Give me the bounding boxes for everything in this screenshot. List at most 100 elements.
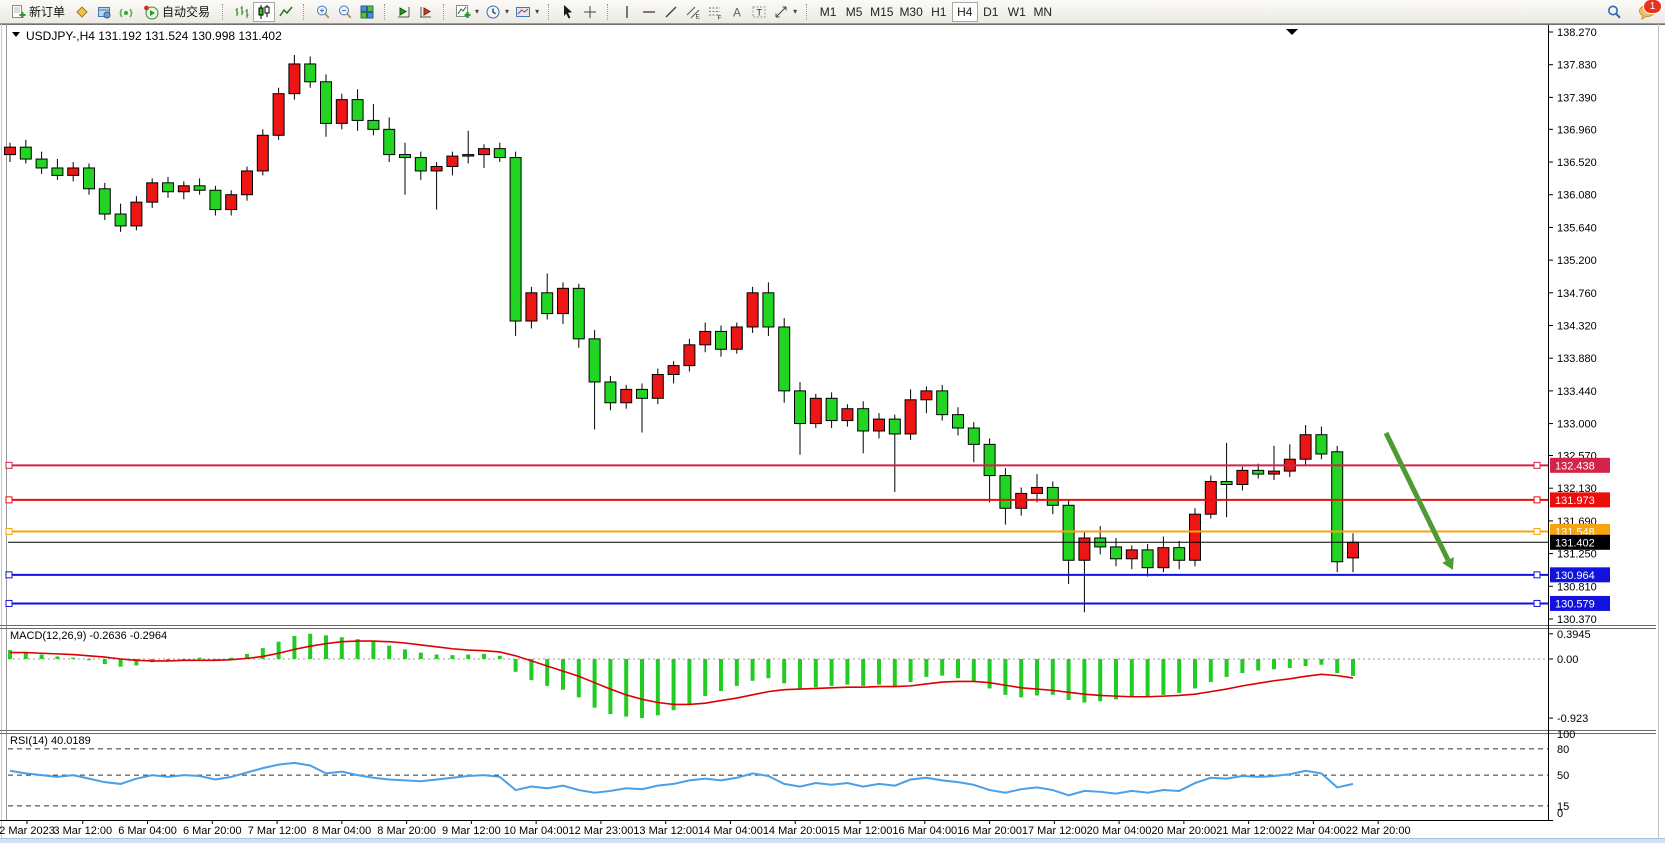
- bar-chart-button[interactable]: [231, 2, 253, 22]
- macd-histogram-bar: [576, 659, 581, 698]
- line-chart-button[interactable]: [275, 2, 297, 22]
- macd-histogram-bar: [1272, 659, 1276, 670]
- timeframe-m1-button[interactable]: M1: [815, 2, 841, 22]
- periods-button[interactable]: ▾: [482, 2, 512, 22]
- chart-shift-icon: [418, 4, 434, 20]
- price-chart-canvas[interactable]: 138.270 137.830 137.390 136.960 136.520 136.0…: [0, 24, 1665, 838]
- text-label-icon: T: [751, 4, 767, 20]
- signals-button[interactable]: [115, 2, 137, 22]
- macd-indicator-label: MACD(12,26,9) -0.2636 -0.2964: [10, 630, 167, 642]
- trend-arrow-annotation[interactable]: [1383, 431, 1451, 562]
- indicators-button[interactable]: ▾: [452, 2, 482, 22]
- candle-body: [1189, 513, 1201, 561]
- rsi-axis-label: 0: [1557, 808, 1563, 820]
- zoom-in-button[interactable]: [312, 2, 334, 22]
- horizontal-line-button[interactable]: [638, 2, 660, 22]
- equidistant-channel-button[interactable]: E: [682, 2, 704, 22]
- new-order-button[interactable]: 新订单: [4, 2, 71, 22]
- line-handle[interactable]: [5, 599, 13, 607]
- macd-histogram-bar: [434, 654, 439, 659]
- chart-area[interactable]: 138.270 137.830 137.390 136.960 136.520 136.0…: [0, 24, 1665, 838]
- timeframe-mn-button[interactable]: MN: [1030, 2, 1056, 22]
- macd-histogram-bar: [23, 651, 28, 659]
- tile-windows-button[interactable]: [356, 2, 378, 22]
- vertical-line-button[interactable]: [616, 2, 638, 22]
- candle-body: [399, 154, 411, 159]
- macd-histogram-bar: [908, 659, 913, 683]
- candle-body: [952, 414, 964, 429]
- search-button[interactable]: [1603, 2, 1625, 22]
- date-axis-label: 20 Mar 20:00: [1151, 825, 1216, 837]
- date-axis-label: 21 Mar 12:00: [1216, 825, 1281, 837]
- symbol-dropdown-icon[interactable]: [12, 32, 20, 37]
- macd-histogram-bar: [166, 659, 170, 661]
- candle-body: [588, 338, 601, 383]
- timeframe-m30-button[interactable]: M30: [896, 2, 925, 22]
- candle-body: [904, 399, 917, 435]
- chart-shift-marker-icon[interactable]: [1286, 29, 1298, 35]
- price-badge-label: 132.438: [1555, 460, 1595, 472]
- text-a-icon: A: [729, 4, 745, 20]
- line-handle[interactable]: [1533, 571, 1541, 579]
- timeframe-m15-button[interactable]: M15: [867, 2, 896, 22]
- text-button[interactable]: A: [726, 2, 748, 22]
- indicators-dropdown-icon: ▾: [475, 7, 480, 16]
- line-handle[interactable]: [1533, 496, 1541, 504]
- crosshair-button[interactable]: [579, 2, 601, 22]
- search-icon: [1606, 4, 1622, 20]
- date-axis-label: 7 Mar 12:00: [248, 825, 307, 837]
- timeframe-h1-button[interactable]: H1: [926, 2, 952, 22]
- macd-histogram-bar: [1050, 659, 1055, 695]
- candle-body: [667, 365, 680, 376]
- cursor-button[interactable]: [557, 2, 579, 22]
- line-handle[interactable]: [1533, 599, 1541, 607]
- templates-button[interactable]: ▾: [512, 2, 542, 22]
- line-handle[interactable]: [5, 496, 13, 504]
- toolbar-right: 1: [1603, 0, 1662, 24]
- rsi-axis-label: 100: [1557, 729, 1575, 741]
- arrows-button[interactable]: ▾: [770, 2, 800, 22]
- notifications-button[interactable]: 1: [1635, 0, 1662, 22]
- zoom-in-icon: [315, 4, 331, 20]
- line-handle[interactable]: [1533, 461, 1541, 469]
- macd-histogram-bar: [1208, 659, 1213, 683]
- macd-histogram-bar: [561, 659, 565, 690]
- macd-histogram-bar: [418, 652, 423, 659]
- svg-text:A: A: [733, 5, 741, 19]
- chart-shift-button[interactable]: [415, 2, 437, 22]
- timeframe-w1-button[interactable]: W1: [1004, 2, 1030, 22]
- fibonacci-button[interactable]: F: [704, 2, 726, 22]
- svg-text:E: E: [696, 13, 701, 20]
- toolbar-separator: [222, 3, 227, 20]
- candlestick-chart-button[interactable]: [253, 1, 276, 22]
- date-axis-label: 8 Mar 20:00: [377, 825, 436, 837]
- price-axis-label: 135.200: [1557, 255, 1597, 267]
- tile-windows-icon: [359, 4, 375, 20]
- candle-body: [873, 418, 885, 432]
- vertical-line-icon: [619, 4, 635, 20]
- timeframe-h4-button[interactable]: H4: [951, 1, 978, 22]
- market-watch-button[interactable]: [71, 2, 93, 22]
- candle-body: [383, 128, 396, 156]
- auto-scroll-button[interactable]: [393, 2, 415, 22]
- text-label-button[interactable]: T: [748, 2, 770, 22]
- macd-histogram-bar: [1177, 659, 1182, 693]
- line-handle[interactable]: [5, 571, 13, 579]
- macd-histogram-bar: [640, 659, 644, 719]
- line-handle[interactable]: [5, 461, 13, 469]
- auto-trading-button[interactable]: 自动交易: [137, 2, 216, 22]
- date-axis-label: 6 Mar 04:00: [118, 825, 177, 837]
- candle-body: [572, 287, 585, 340]
- current-price-badge-label: 131.402: [1555, 537, 1595, 549]
- timeframe-d1-button[interactable]: D1: [978, 2, 1004, 22]
- toolbar-separator: [443, 3, 448, 20]
- candle-body: [620, 388, 633, 404]
- navigator-button[interactable]: [93, 2, 115, 22]
- line-handle[interactable]: [1533, 527, 1541, 535]
- macd-histogram-bar: [55, 656, 60, 659]
- timeframe-m5-button[interactable]: M5: [841, 2, 867, 22]
- trendline-button[interactable]: [660, 2, 682, 22]
- macd-histogram-bar: [1129, 659, 1134, 698]
- zoom-out-button[interactable]: [334, 2, 356, 22]
- line-handle[interactable]: [5, 527, 13, 535]
